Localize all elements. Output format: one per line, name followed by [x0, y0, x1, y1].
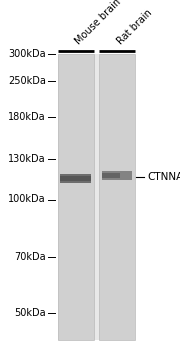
- Text: 100kDa: 100kDa: [8, 195, 46, 204]
- Text: 130kDa: 130kDa: [8, 154, 46, 164]
- Bar: [58, 54, 94, 340]
- Text: 70kDa: 70kDa: [14, 252, 46, 262]
- Text: 50kDa: 50kDa: [14, 308, 46, 318]
- Bar: [99, 54, 135, 340]
- Text: 250kDa: 250kDa: [8, 76, 46, 85]
- Text: Mouse brain: Mouse brain: [74, 0, 123, 47]
- Text: Rat brain: Rat brain: [115, 8, 154, 47]
- Bar: [60, 174, 91, 183]
- Text: 180kDa: 180kDa: [8, 112, 46, 122]
- Bar: [60, 176, 91, 181]
- Text: CTNNA2: CTNNA2: [148, 173, 180, 182]
- Bar: [102, 171, 132, 180]
- Text: 300kDa: 300kDa: [8, 49, 46, 59]
- Bar: [102, 174, 120, 178]
- Bar: [58, 54, 135, 340]
